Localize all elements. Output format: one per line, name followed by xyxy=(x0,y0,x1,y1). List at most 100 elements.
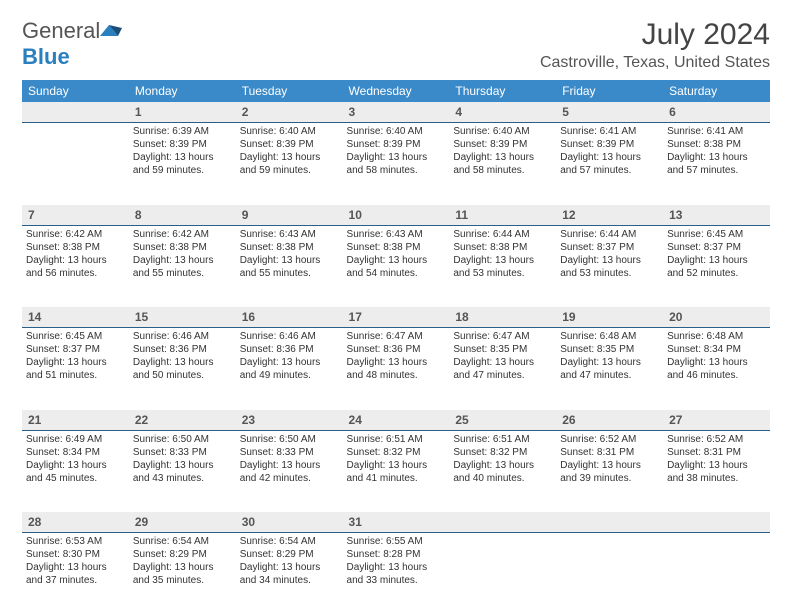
day-info-row: Sunrise: 6:49 AMSunset: 8:34 PMDaylight:… xyxy=(22,430,770,512)
sunset-line: Sunset: 8:38 PM xyxy=(347,241,446,254)
calendar-table: Sunday Monday Tuesday Wednesday Thursday… xyxy=(22,80,770,615)
sunset-line: Sunset: 8:36 PM xyxy=(133,343,232,356)
sunrise-line: Sunrise: 6:50 AM xyxy=(240,433,339,446)
sunrise-line: Sunrise: 6:54 AM xyxy=(133,535,232,548)
daylight-line: Daylight: 13 hours xyxy=(347,254,446,267)
sunrise-line: Sunrise: 6:47 AM xyxy=(453,330,552,343)
day-number: 27 xyxy=(663,410,770,431)
daylight-line: Daylight: 13 hours xyxy=(453,356,552,369)
day-number: 2 xyxy=(236,102,343,123)
location: Castroville, Texas, United States xyxy=(540,54,770,72)
day-number: 28 xyxy=(22,512,129,533)
day-cell: Sunrise: 6:50 AMSunset: 8:33 PMDaylight:… xyxy=(236,430,343,512)
sunset-line: Sunset: 8:32 PM xyxy=(453,446,552,459)
daylight-line: and 38 minutes. xyxy=(667,472,766,485)
sunrise-line: Sunrise: 6:45 AM xyxy=(26,330,125,343)
weekday-header: Wednesday xyxy=(343,80,450,102)
day-info-row: Sunrise: 6:53 AMSunset: 8:30 PMDaylight:… xyxy=(22,533,770,615)
daylight-line: Daylight: 13 hours xyxy=(560,356,659,369)
sunrise-line: Sunrise: 6:51 AM xyxy=(453,433,552,446)
day-cell: Sunrise: 6:45 AMSunset: 8:37 PMDaylight:… xyxy=(663,225,770,307)
day-cell: Sunrise: 6:41 AMSunset: 8:38 PMDaylight:… xyxy=(663,123,770,205)
daylight-line: and 55 minutes. xyxy=(240,267,339,280)
day-number: 26 xyxy=(556,410,663,431)
daylight-line: and 54 minutes. xyxy=(347,267,446,280)
daylight-line: and 52 minutes. xyxy=(667,267,766,280)
sunrise-line: Sunrise: 6:54 AM xyxy=(240,535,339,548)
day-cell: Sunrise: 6:47 AMSunset: 8:35 PMDaylight:… xyxy=(449,328,556,410)
day-cell xyxy=(556,533,663,615)
daylight-line: Daylight: 13 hours xyxy=(26,459,125,472)
day-cell: Sunrise: 6:53 AMSunset: 8:30 PMDaylight:… xyxy=(22,533,129,615)
day-number: 6 xyxy=(663,102,770,123)
daylight-line: Daylight: 13 hours xyxy=(347,151,446,164)
sunset-line: Sunset: 8:38 PM xyxy=(133,241,232,254)
weekday-header: Saturday xyxy=(663,80,770,102)
sunset-line: Sunset: 8:33 PM xyxy=(133,446,232,459)
day-cell: Sunrise: 6:40 AMSunset: 8:39 PMDaylight:… xyxy=(236,123,343,205)
weekday-header: Tuesday xyxy=(236,80,343,102)
daylight-line: Daylight: 13 hours xyxy=(667,459,766,472)
day-number: 17 xyxy=(343,307,450,328)
arrow-icon xyxy=(100,18,122,44)
daylight-line: Daylight: 13 hours xyxy=(240,561,339,574)
sunset-line: Sunset: 8:38 PM xyxy=(453,241,552,254)
sunset-line: Sunset: 8:39 PM xyxy=(240,138,339,151)
daylight-line: Daylight: 13 hours xyxy=(347,356,446,369)
sunset-line: Sunset: 8:35 PM xyxy=(560,343,659,356)
daylight-line: Daylight: 13 hours xyxy=(240,254,339,267)
sunset-line: Sunset: 8:36 PM xyxy=(240,343,339,356)
daylight-line: and 48 minutes. xyxy=(347,369,446,382)
day-info-row: Sunrise: 6:45 AMSunset: 8:37 PMDaylight:… xyxy=(22,328,770,410)
day-number: 13 xyxy=(663,205,770,226)
daylight-line: and 57 minutes. xyxy=(560,164,659,177)
sunrise-line: Sunrise: 6:44 AM xyxy=(560,228,659,241)
day-number-row: 21222324252627 xyxy=(22,410,770,431)
daylight-line: Daylight: 13 hours xyxy=(347,459,446,472)
day-cell: Sunrise: 6:46 AMSunset: 8:36 PMDaylight:… xyxy=(236,328,343,410)
daylight-line: and 51 minutes. xyxy=(26,369,125,382)
day-number: 16 xyxy=(236,307,343,328)
daylight-line: and 49 minutes. xyxy=(240,369,339,382)
sunrise-line: Sunrise: 6:43 AM xyxy=(240,228,339,241)
day-cell: Sunrise: 6:44 AMSunset: 8:37 PMDaylight:… xyxy=(556,225,663,307)
sunset-line: Sunset: 8:29 PM xyxy=(133,548,232,561)
day-number xyxy=(556,512,663,533)
day-number: 18 xyxy=(449,307,556,328)
day-info-row: Sunrise: 6:39 AMSunset: 8:39 PMDaylight:… xyxy=(22,123,770,205)
day-cell: Sunrise: 6:52 AMSunset: 8:31 PMDaylight:… xyxy=(556,430,663,512)
day-number xyxy=(449,512,556,533)
daylight-line: Daylight: 13 hours xyxy=(560,151,659,164)
daylight-line: and 43 minutes. xyxy=(133,472,232,485)
day-cell xyxy=(449,533,556,615)
daylight-line: Daylight: 13 hours xyxy=(133,254,232,267)
day-cell xyxy=(22,123,129,205)
day-cell: Sunrise: 6:54 AMSunset: 8:29 PMDaylight:… xyxy=(236,533,343,615)
day-number-row: 28293031 xyxy=(22,512,770,533)
day-cell: Sunrise: 6:54 AMSunset: 8:29 PMDaylight:… xyxy=(129,533,236,615)
day-number: 5 xyxy=(556,102,663,123)
daylight-line: and 45 minutes. xyxy=(26,472,125,485)
weekday-header: Thursday xyxy=(449,80,556,102)
sunset-line: Sunset: 8:39 PM xyxy=(347,138,446,151)
daylight-line: and 59 minutes. xyxy=(240,164,339,177)
day-number: 10 xyxy=(343,205,450,226)
day-number: 31 xyxy=(343,512,450,533)
daylight-line: and 50 minutes. xyxy=(133,369,232,382)
logo-word2: Blue xyxy=(22,44,70,69)
day-cell: Sunrise: 6:49 AMSunset: 8:34 PMDaylight:… xyxy=(22,430,129,512)
sunrise-line: Sunrise: 6:47 AM xyxy=(347,330,446,343)
day-cell: Sunrise: 6:46 AMSunset: 8:36 PMDaylight:… xyxy=(129,328,236,410)
daylight-line: Daylight: 13 hours xyxy=(26,254,125,267)
sunrise-line: Sunrise: 6:51 AM xyxy=(347,433,446,446)
daylight-line: and 46 minutes. xyxy=(667,369,766,382)
daylight-line: Daylight: 13 hours xyxy=(240,151,339,164)
daylight-line: and 47 minutes. xyxy=(560,369,659,382)
day-number: 3 xyxy=(343,102,450,123)
sunrise-line: Sunrise: 6:40 AM xyxy=(453,125,552,138)
day-number: 22 xyxy=(129,410,236,431)
daylight-line: Daylight: 13 hours xyxy=(133,459,232,472)
day-number: 1 xyxy=(129,102,236,123)
sunrise-line: Sunrise: 6:46 AM xyxy=(133,330,232,343)
sunset-line: Sunset: 8:34 PM xyxy=(667,343,766,356)
